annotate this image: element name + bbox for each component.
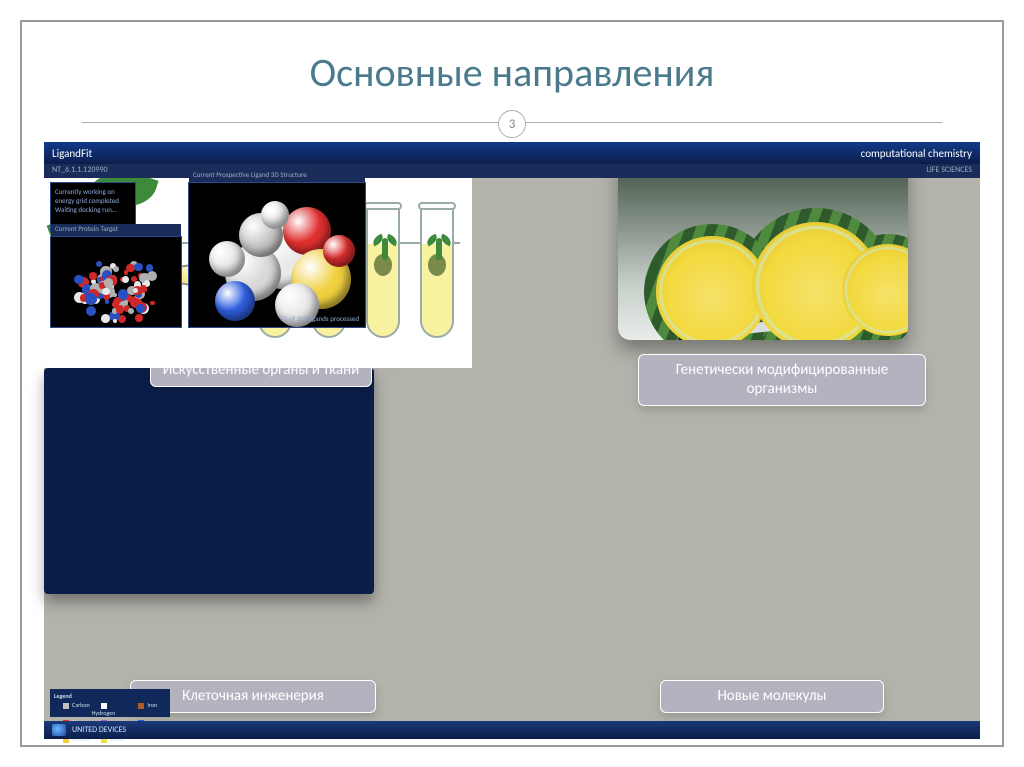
app-title: LigandFit <box>52 147 92 160</box>
ligand-pane: Current Prospective Ligand 3D Structure … <box>188 182 366 328</box>
atom <box>135 314 143 322</box>
atom <box>85 293 97 305</box>
sub-right: LIFE SCIENCES <box>926 165 972 177</box>
atom <box>209 241 245 277</box>
atom <box>86 306 96 316</box>
card-molecules-app: LigandFit computational chemistry NT_6.1… <box>44 368 374 594</box>
atom <box>116 305 125 314</box>
card-gmo <box>618 154 908 340</box>
atom <box>323 235 355 267</box>
slide-title: Основные направления <box>22 48 1002 97</box>
atom <box>89 272 97 280</box>
brand-icon <box>52 724 66 736</box>
watermelon-flesh <box>656 236 768 340</box>
sub-left: NT_6.1.1.120990 <box>52 165 108 177</box>
app-subtitle: computational chemistry <box>861 147 972 160</box>
progress-text: 53 of 300 ligands processed <box>281 314 360 323</box>
atom <box>261 201 289 229</box>
footer-brand: UNITED DEVICES <box>72 725 126 735</box>
atom <box>96 261 102 267</box>
atom <box>101 314 110 323</box>
test-tube-icon <box>420 208 454 338</box>
atom <box>104 278 113 287</box>
atom <box>131 276 137 282</box>
atom <box>215 281 255 321</box>
legend-box: LegendCarbonHydrogenIronOxygenPotassiumN… <box>50 689 170 717</box>
app-footer: UNITED DEVICES <box>44 721 980 739</box>
legend-item: Iron <box>129 701 166 717</box>
legend-item: Hydrogen <box>92 701 129 717</box>
atom <box>124 300 128 304</box>
protein-pane-header: Current Protein Target <box>51 224 181 236</box>
slide-frame: Основные направления 3 Искусственные орг… <box>20 20 1004 747</box>
atom <box>128 308 134 314</box>
atom <box>105 299 110 304</box>
atom <box>134 263 143 272</box>
protein-molecule <box>59 245 173 319</box>
test-tube-icon <box>366 208 400 338</box>
atom <box>74 275 83 284</box>
atom <box>113 266 119 272</box>
gmo-illustration <box>618 154 908 340</box>
ligand-pane-header: Current Prospective Ligand 3D Structure <box>189 170 365 182</box>
content-area: Искусственные органы и ткани Генетически… <box>44 142 980 739</box>
app-titlebar: LigandFit computational chemistry <box>44 142 980 164</box>
legend-item: Carbon <box>54 701 91 717</box>
atom <box>136 304 145 313</box>
atom <box>146 264 153 271</box>
atom <box>113 319 117 323</box>
ligand-molecule <box>197 191 357 319</box>
app-substrip: NT_6.1.1.120990 LIFE SCIENCES <box>44 164 980 178</box>
atom <box>133 288 138 293</box>
legend-title: Legend <box>54 692 166 700</box>
page-number-badge: 3 <box>498 110 526 138</box>
atom <box>150 301 155 306</box>
title-area: Основные направления <box>22 48 1002 97</box>
protein-pane: Current Protein Target <box>50 236 182 328</box>
label-molecules: Новые молекулы <box>660 680 884 713</box>
label-gmo: Генетически модифицированные организмы <box>638 354 926 406</box>
atom <box>122 276 129 283</box>
